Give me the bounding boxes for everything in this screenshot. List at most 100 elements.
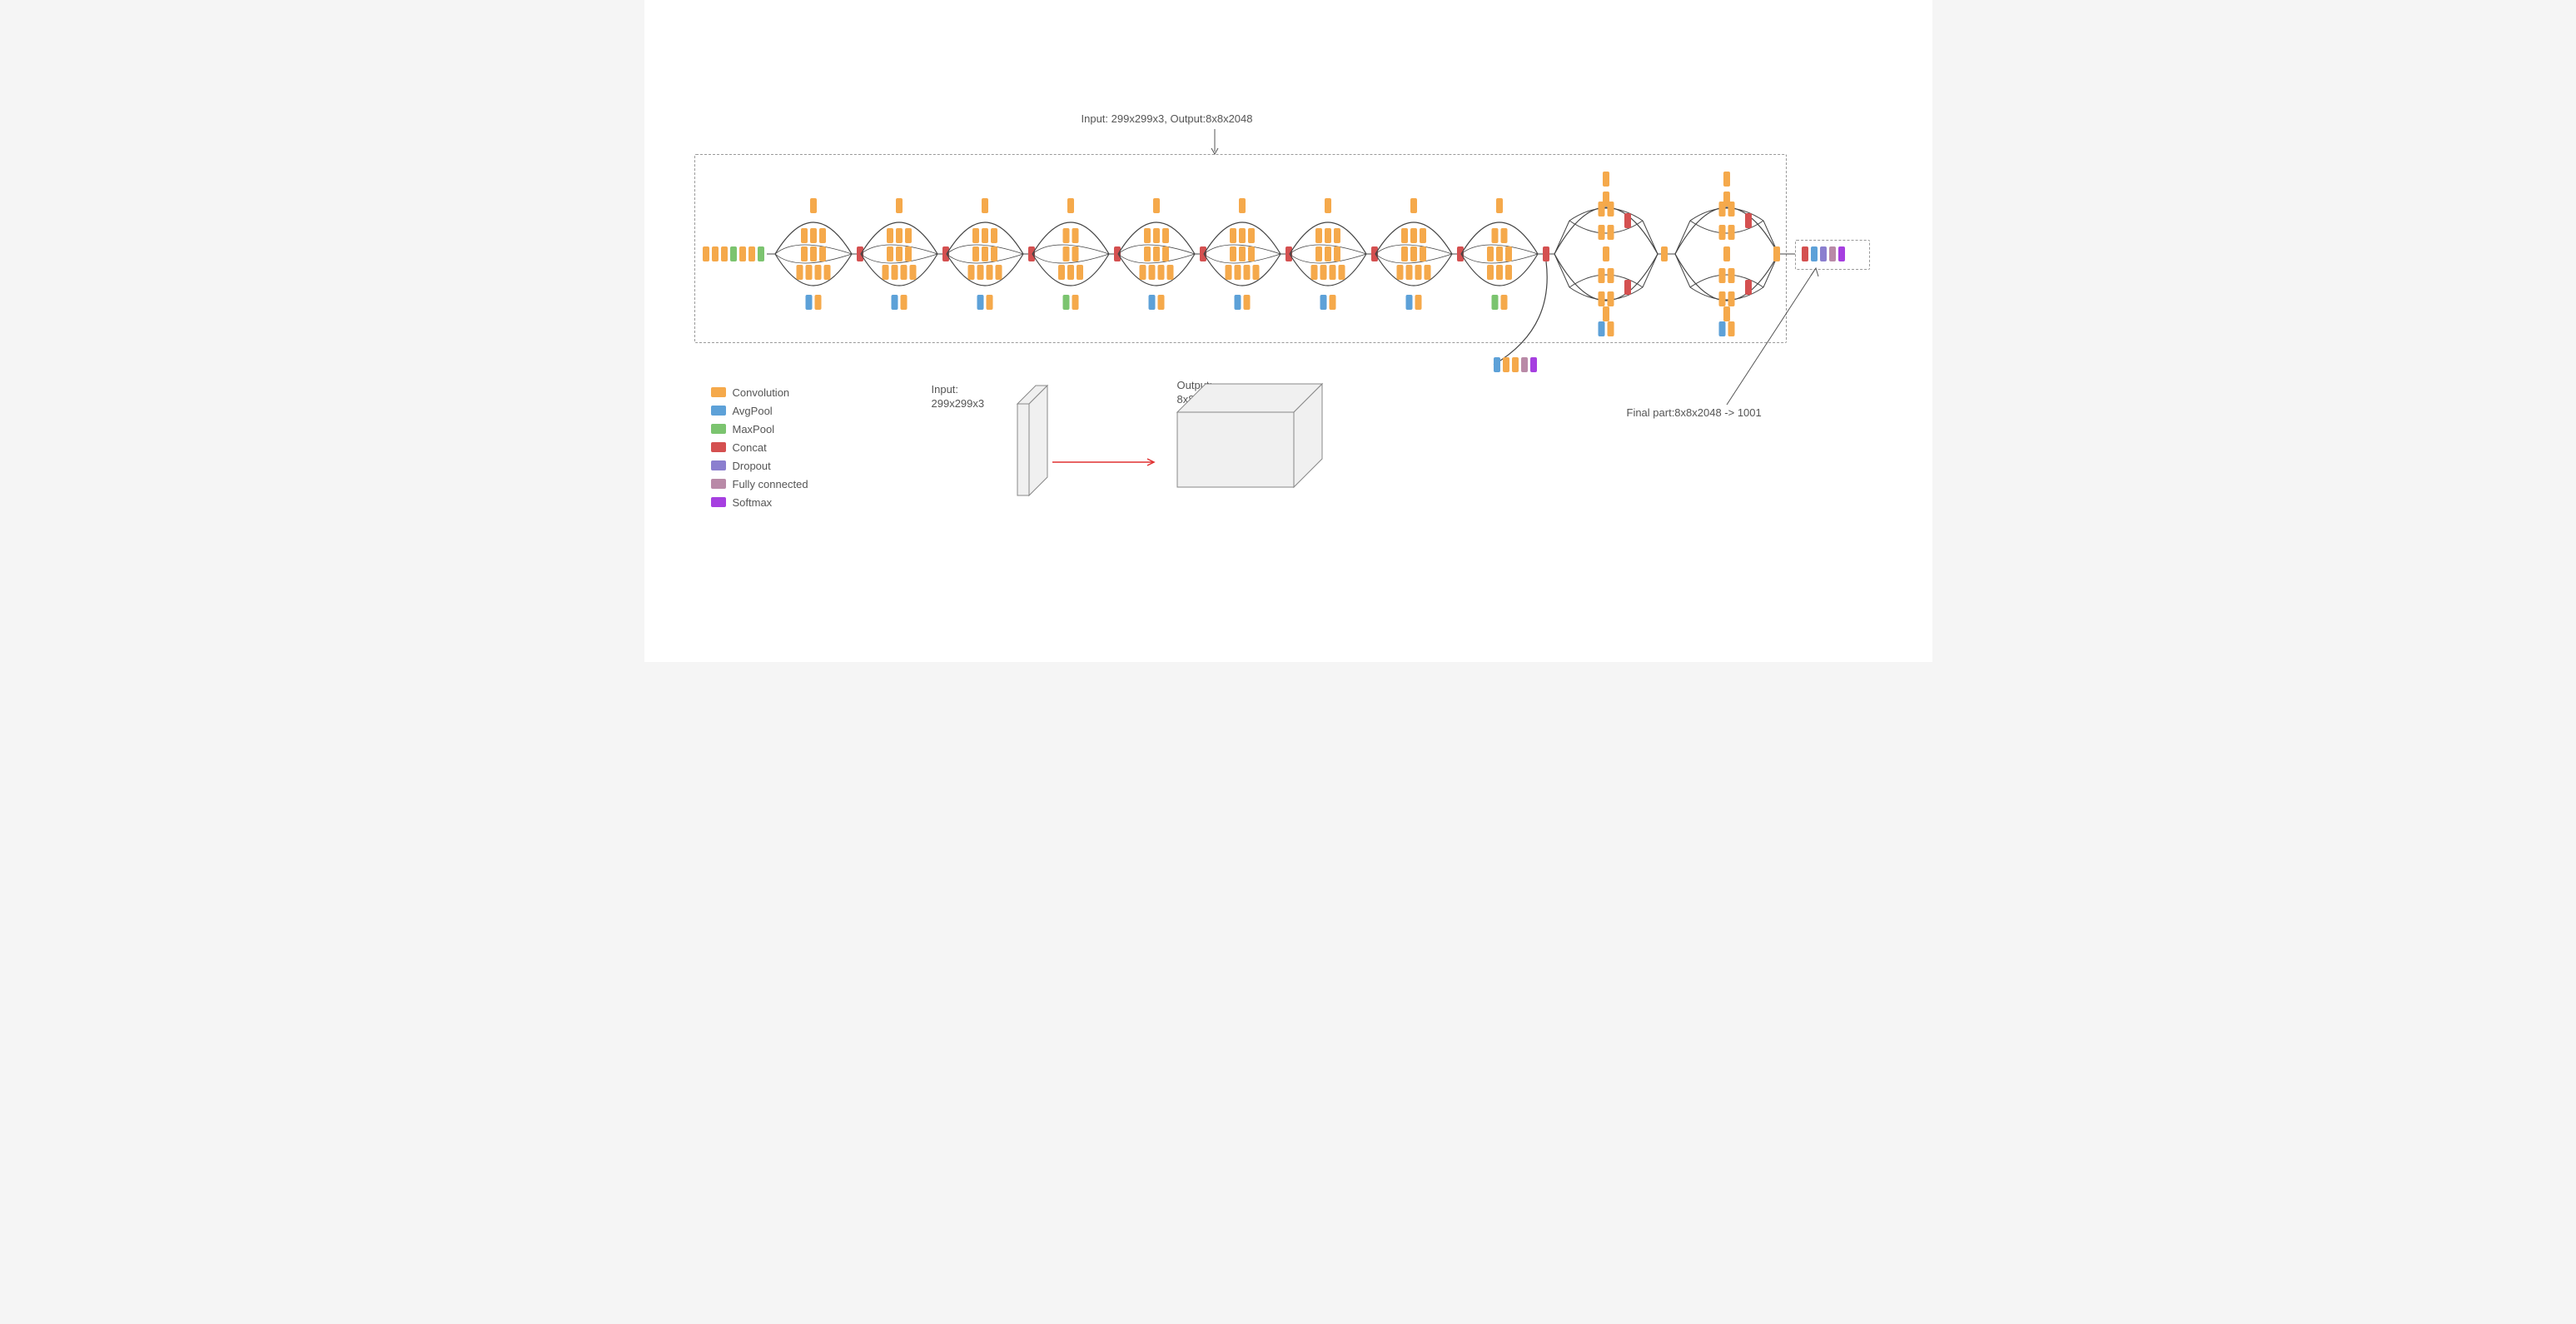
convolution-brick [896, 228, 903, 243]
convolution-brick [819, 228, 826, 243]
convolution-brick [1496, 265, 1503, 280]
maxpool-brick [730, 246, 737, 261]
convolution-brick [810, 246, 817, 261]
convolution-brick [1500, 228, 1507, 243]
convolution-brick [1728, 202, 1734, 217]
convolution-brick [905, 228, 912, 243]
convolution-brick [712, 246, 719, 261]
concat-brick [1543, 246, 1549, 261]
convolution-brick [1144, 228, 1151, 243]
convolution-brick [1415, 295, 1421, 310]
concat-brick [1745, 213, 1752, 228]
convolution-brick [1153, 198, 1160, 213]
fullyconnected-brick [1521, 357, 1528, 372]
convolution-brick [1320, 265, 1326, 280]
convolution-brick [1153, 228, 1160, 243]
convolution-brick [1243, 295, 1250, 310]
convolution-brick [1325, 228, 1331, 243]
convolution-brick [1166, 265, 1173, 280]
convolution-brick [1153, 246, 1160, 261]
convolution-brick [721, 246, 728, 261]
convolution-brick [1598, 225, 1604, 240]
convolution-brick [1603, 246, 1609, 261]
convolution-brick [805, 265, 812, 280]
convolution-brick [1487, 265, 1494, 280]
convolution-brick [900, 265, 907, 280]
convolution-brick [1401, 228, 1408, 243]
convolution-brick [1718, 291, 1725, 306]
convolution-brick [1728, 321, 1734, 336]
network-svg [644, 0, 1932, 662]
convolution-brick [748, 246, 755, 261]
avgpool-brick [1320, 295, 1326, 310]
dropout-brick [1820, 246, 1827, 261]
convolution-brick [1338, 265, 1345, 280]
convolution-brick [891, 265, 898, 280]
maxpool-brick [758, 246, 764, 261]
convolution-brick [1162, 228, 1169, 243]
maxpool-brick [1491, 295, 1498, 310]
convolution-brick [1315, 228, 1322, 243]
convolution-brick [1234, 265, 1241, 280]
convolution-brick [1239, 246, 1246, 261]
avgpool-brick [1811, 246, 1818, 261]
convolution-brick [1487, 246, 1494, 261]
convolution-brick [1401, 246, 1408, 261]
convolution-brick [1230, 228, 1236, 243]
convolution-brick [1162, 246, 1169, 261]
convolution-brick [982, 198, 988, 213]
convolution-brick [1329, 295, 1335, 310]
convolution-brick [796, 265, 803, 280]
convolution-brick [882, 265, 888, 280]
fullyconnected-brick [1829, 246, 1836, 261]
avgpool-brick [1598, 321, 1604, 336]
avgpool-brick [1148, 295, 1155, 310]
convolution-brick [1607, 202, 1614, 217]
convolution-brick [1424, 265, 1430, 280]
concat-brick [1624, 213, 1631, 228]
convolution-brick [1248, 228, 1255, 243]
convolution-brick [1239, 228, 1246, 243]
convolution-brick [1496, 246, 1503, 261]
convolution-brick [801, 228, 808, 243]
convolution-brick [1415, 265, 1421, 280]
convolution-brick [1329, 265, 1335, 280]
convolution-brick [1723, 246, 1730, 261]
convolution-brick [967, 265, 974, 280]
convolution-brick [1334, 228, 1340, 243]
convolution-brick [1723, 306, 1730, 321]
convolution-brick [810, 198, 817, 213]
avgpool-brick [1234, 295, 1241, 310]
convolution-brick [1598, 268, 1604, 283]
convolution-brick [1310, 265, 1317, 280]
convolution-brick [1505, 246, 1512, 261]
convolution-brick [972, 246, 979, 261]
convolution-brick [986, 265, 992, 280]
convolution-brick [1334, 246, 1340, 261]
convolution-brick [887, 228, 893, 243]
concat-brick [1624, 280, 1631, 295]
convolution-brick [1410, 228, 1417, 243]
convolution-brick [801, 246, 808, 261]
convolution-brick [1062, 246, 1069, 261]
softmax-brick [1838, 246, 1845, 261]
convolution-brick [1072, 295, 1078, 310]
convolution-brick [1225, 265, 1231, 280]
convolution-brick [1157, 295, 1164, 310]
convolution-brick [1607, 268, 1614, 283]
convolution-brick [1243, 265, 1250, 280]
convolution-brick [823, 265, 830, 280]
convolution-brick [1503, 357, 1509, 372]
convolution-brick [1718, 268, 1725, 283]
convolution-brick [1058, 265, 1065, 280]
convolution-brick [739, 246, 746, 261]
convolution-brick [896, 198, 903, 213]
convolution-brick [1405, 265, 1412, 280]
convolution-brick [905, 246, 912, 261]
convolution-brick [1410, 198, 1417, 213]
convolution-brick [909, 265, 916, 280]
convolution-brick [1718, 202, 1725, 217]
convolution-brick [1062, 228, 1069, 243]
convolution-brick [1723, 172, 1730, 187]
convolution-brick [1239, 198, 1246, 213]
